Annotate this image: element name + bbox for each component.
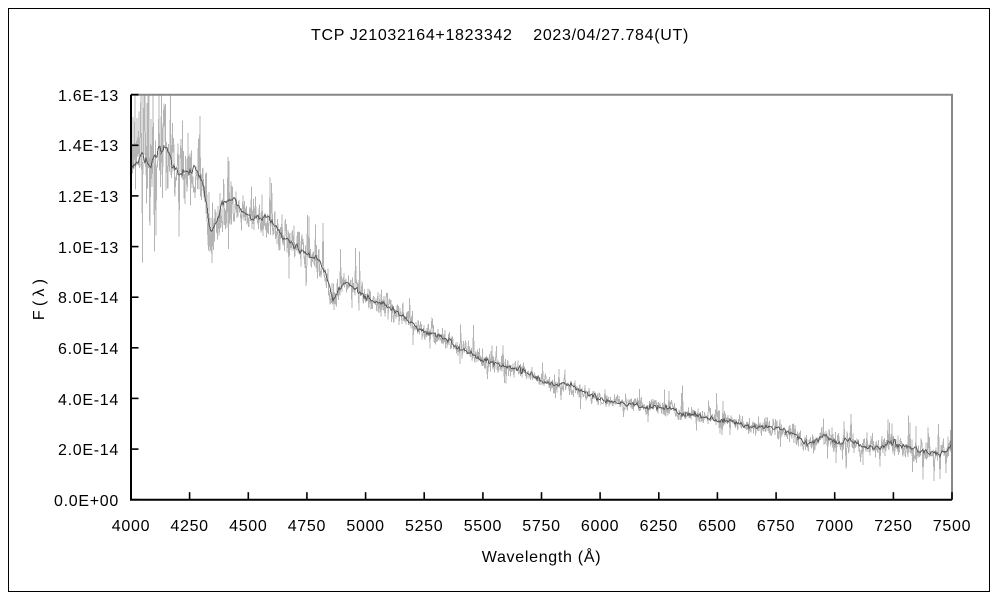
svg-text:F(λ): F(λ) <box>31 275 48 320</box>
